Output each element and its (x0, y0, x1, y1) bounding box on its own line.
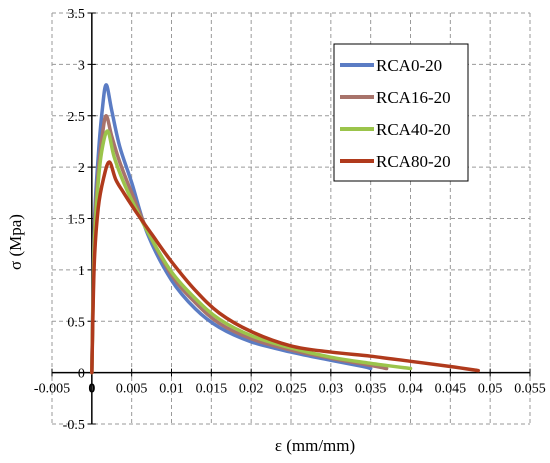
y-tick-label: 0.5 (67, 315, 85, 330)
x-tick-label: 0.01 (159, 382, 184, 397)
y-tick-label: 2.5 (67, 110, 85, 125)
y-tick-label: 0 (78, 367, 85, 382)
y-axis-title: σ (Mpa) (6, 214, 25, 270)
tick-labels: -0.005 0 0.005 0.01 0.015 0.02 0.025 0.03 0.035 0… (34, 7, 546, 433)
y-tick-label: 1.5 (67, 213, 85, 228)
series-line-rca40-20 (90, 129, 413, 375)
x-tick-label: 0.02 (239, 382, 264, 397)
y-tick-label: 3.5 (67, 7, 85, 22)
legend-label-rca40-20: RCA40-20 (376, 120, 451, 139)
x-tick-label: 0 (88, 382, 95, 397)
y-tick-label: -0.5 (63, 418, 85, 433)
legend-label-rca0-20: RCA0-20 (376, 56, 442, 75)
y-tick-label: 3 (78, 58, 85, 73)
series-lines (90, 83, 480, 375)
x-tick-label: 0.04 (398, 382, 423, 397)
y-tick-label: 2 (78, 161, 85, 176)
x-tick-label: 0.015 (196, 382, 228, 397)
y-tick-label: 1 (78, 264, 85, 279)
x-tick-label: 0.03 (319, 382, 344, 397)
legend-label-rca80-20: RCA80-20 (376, 152, 451, 171)
x-tick-label: 0.055 (514, 382, 546, 397)
x-tick-label: 0.035 (355, 382, 387, 397)
legend: RCA0-20 RCA16-20 RCA40-20 RCA80-20 (333, 43, 469, 182)
series-line-rca80-20 (90, 160, 480, 375)
legend-label-rca16-20: RCA16-20 (376, 88, 451, 107)
legend-box (333, 43, 469, 182)
x-tick-label: 0.05 (478, 382, 503, 397)
x-axis-title: ε (mm/mm) (275, 436, 355, 455)
x-tick-label: 0.045 (435, 382, 467, 397)
x-tick-label: -0.005 (34, 382, 70, 397)
grid (51, 12, 531, 425)
x-tick-label: 0.005 (116, 382, 148, 397)
x-tick-label: 0.025 (275, 382, 307, 397)
